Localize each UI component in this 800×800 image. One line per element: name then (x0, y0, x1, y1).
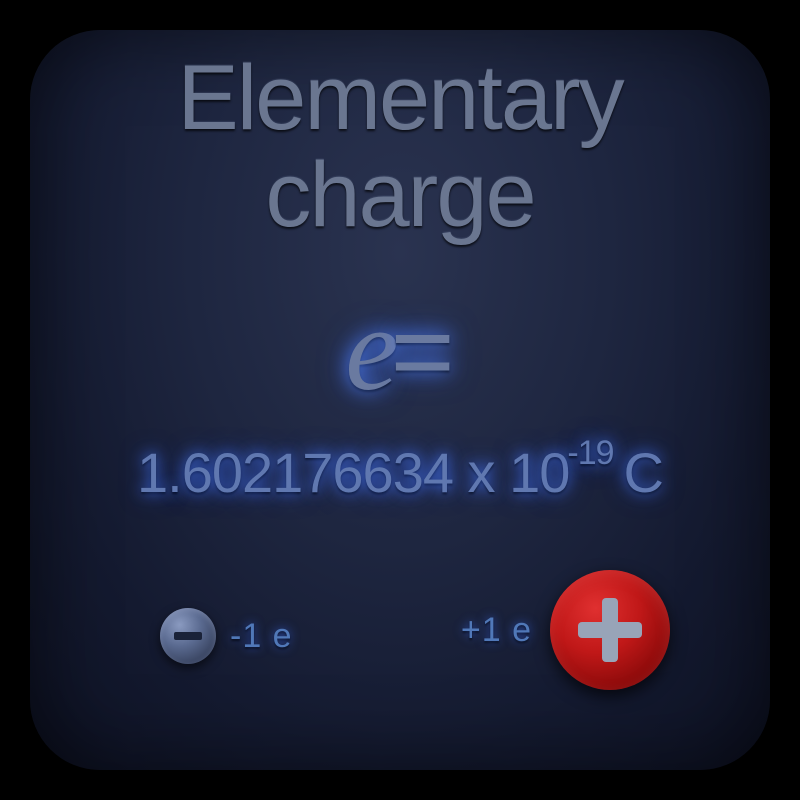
formula-value-row: 1.602176634 x 10-19C (30, 440, 770, 505)
title-line-1: Elementary (177, 47, 622, 149)
charges-row: -1 e +1 e (30, 560, 770, 710)
mantissa: 1.602176634 (137, 441, 453, 504)
electron-icon (160, 608, 216, 664)
electron-group: -1 e (160, 608, 293, 664)
title-line-2: charge (265, 144, 534, 246)
exponent: -19 (567, 434, 613, 472)
formula-symbol-row: e= (30, 280, 770, 418)
unit-coulomb: C (616, 441, 663, 504)
symbol-e: e (345, 282, 390, 415)
proton-group: +1 e (461, 570, 670, 690)
card-title: Elementary charge (30, 50, 770, 243)
plus-icon-v (602, 598, 618, 662)
proton-label: +1 e (461, 611, 532, 650)
times-ten: x 10 (453, 441, 569, 504)
info-card: Elementary charge e= 1.602176634 x 10-19… (30, 30, 770, 770)
equals-sign: = (391, 290, 455, 413)
proton-icon (550, 570, 670, 690)
minus-icon (174, 632, 202, 640)
electron-label: -1 e (230, 617, 293, 656)
